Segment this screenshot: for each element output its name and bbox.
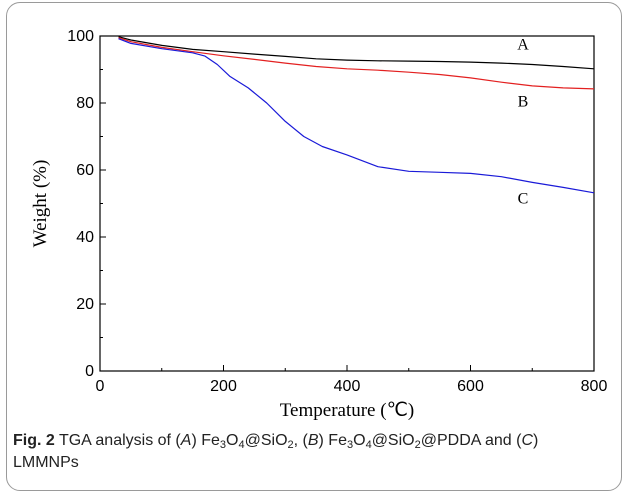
x-axis-label: Temperature (℃) [280, 400, 414, 420]
y-axis-label: Weight (%) [30, 160, 51, 248]
plot-layer: 0 200 400 600 800 0 20 40 60 80 100 Temperature (℃)… [30, 28, 607, 420]
caption-text: ) Fe [318, 432, 347, 449]
caption-subscript: 3 [219, 439, 227, 451]
x-tick-label: 800 [581, 378, 608, 395]
caption-text: O [226, 432, 239, 449]
y-tick-label: 40 [76, 229, 94, 246]
caption-text: @SiO [244, 432, 288, 449]
caption-ref-a: A [180, 432, 192, 449]
caption-text: ) Fe [191, 432, 220, 449]
figure-caption: Fig. 2 TGA analysis of (A) Fe3O4@SiO2, (… [13, 430, 613, 474]
caption-subscript: 4 [238, 439, 245, 451]
caption-subscript: 2 [287, 439, 294, 451]
x-tick-label: 0 [96, 378, 105, 395]
curve-label-a: A [517, 36, 529, 53]
y-tick-label: 100 [67, 28, 94, 45]
y-tick-label: 80 [76, 95, 94, 112]
caption-subscript: 4 [365, 439, 372, 451]
y-tick-label: 20 [76, 296, 94, 313]
series-line-c [118, 38, 595, 194]
tga-chart: 0 200 400 600 800 0 20 40 60 80 100 Temperature (℃)… [30, 28, 607, 420]
caption-text: @PDDA and ( [420, 432, 522, 449]
caption-text: TGA analysis of ( [54, 432, 181, 449]
caption-text: , ( [293, 432, 308, 449]
x-tick-label: 200 [210, 378, 237, 395]
y-tick-label: 0 [85, 363, 94, 380]
x-tick-label: 400 [334, 378, 361, 395]
caption-subscript: 3 [346, 439, 354, 451]
curve-label-c: C [518, 190, 529, 207]
caption-ref-c: C [521, 432, 534, 449]
curve-label-b: B [518, 93, 529, 110]
caption-text: O [353, 432, 366, 449]
caption-subscript: 2 [414, 439, 421, 451]
caption-line-2: LMMNPs [13, 454, 79, 471]
caption-ref-b: B [307, 432, 319, 449]
y-tick-label: 60 [76, 162, 94, 179]
figure-label: Fig. 2 [13, 432, 55, 449]
series-line-a [118, 36, 595, 70]
series-line-b [118, 37, 595, 90]
figure-card [6, 2, 622, 491]
x-tick-label: 600 [457, 378, 484, 395]
caption-text: @SiO [371, 432, 415, 449]
caption-text: ) [533, 432, 539, 449]
